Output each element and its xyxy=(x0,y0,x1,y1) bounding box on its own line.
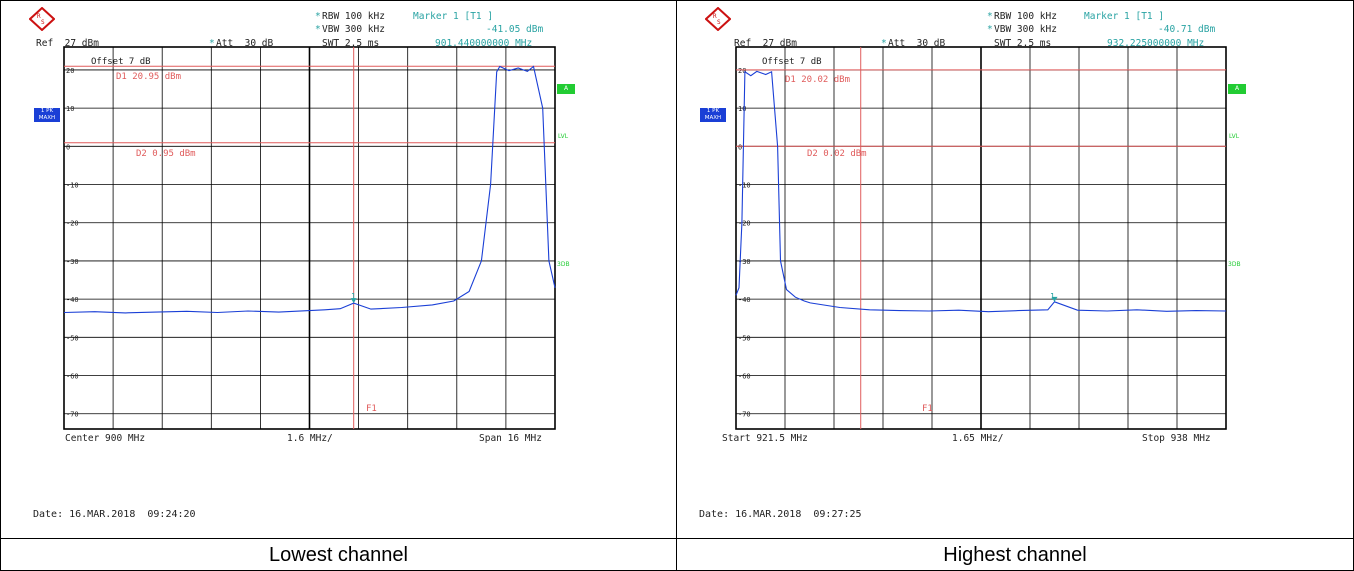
ref-level: Ref 27 dBm xyxy=(734,38,797,49)
y-tick-label: 20 xyxy=(66,67,74,75)
sweep-time: SWT 2.5 ms xyxy=(994,38,1052,49)
marker-number: 1 xyxy=(351,292,356,301)
y-tick-label: 0 xyxy=(66,143,70,151)
ref-level: Ref 27 dBm xyxy=(36,38,99,49)
vbw-star: * xyxy=(315,24,321,35)
y-tick-label: -40 xyxy=(66,296,79,304)
marker-1-triangle xyxy=(350,298,357,304)
side-indicator-a: A xyxy=(1228,84,1246,94)
attenuation: Att 30 dB xyxy=(216,38,274,49)
marker-title: Marker 1 [T1 ] xyxy=(413,11,494,22)
panel-divider xyxy=(676,0,677,571)
d1-label: D1 20.95 dBm xyxy=(116,72,181,82)
rbw-label: RBW 100 kHz xyxy=(322,11,385,22)
side-indicator-a: A xyxy=(557,84,575,94)
side-indicator-3db: 3DB xyxy=(557,261,570,268)
y-tick-label: -10 xyxy=(66,182,79,190)
y-tick-label: -10 xyxy=(738,182,751,190)
x-span-label: Span 16 MHz xyxy=(479,433,542,444)
y-tick-label: -30 xyxy=(738,258,751,266)
svg-text:R: R xyxy=(37,13,41,20)
marker-frequency: 901.440000000 MHz xyxy=(435,38,533,49)
y-tick-label: -50 xyxy=(738,334,751,342)
spectrum-trace xyxy=(63,65,556,314)
trace-mode-tag: 1 PK MAXH xyxy=(34,108,60,122)
att-star: * xyxy=(881,38,887,49)
measurement-date: Date: 16.MAR.2018 09:27:25 xyxy=(699,509,862,520)
f1-label: F1 xyxy=(366,404,377,414)
x-start-label: Start 921.5 MHz xyxy=(722,433,808,444)
offset-label: Offset 7 dB xyxy=(762,57,822,67)
vbw-label: VBW 300 kHz xyxy=(994,24,1057,35)
marker-frequency: 932.225000000 MHz xyxy=(1107,38,1205,49)
x-span-label: Stop 938 MHz xyxy=(1142,433,1211,444)
svg-text:S: S xyxy=(717,19,721,26)
d2-label: D2 0.95 dBm xyxy=(136,149,196,159)
y-tick-label: 10 xyxy=(66,105,74,113)
trace-mode-tag: 1 PK MAXH xyxy=(700,108,726,122)
marker-title: Marker 1 [T1 ] xyxy=(1084,11,1165,22)
spectrum-chart-right: 20 10 0 -10 -20 -30 -40 -50 -60 -70 Offset 7 dB D… xyxy=(722,46,1227,444)
marker-1-triangle xyxy=(1051,296,1058,302)
att-star: * xyxy=(209,38,215,49)
side-indicator-lvl: LVL xyxy=(558,133,569,140)
y-tick-label: -60 xyxy=(66,373,79,381)
y-tick-label: 10 xyxy=(738,105,746,113)
vbw-star: * xyxy=(987,24,993,35)
y-tick-label: -40 xyxy=(738,296,751,304)
svg-text:S: S xyxy=(41,19,45,26)
y-tick-label: 0 xyxy=(738,143,742,151)
spectrum-chart-left: 20 10 0 -10 -20 -30 -40 -50 -60 -70 Offset 7 dB D… xyxy=(63,46,556,444)
caption-left: Lowest channel xyxy=(1,538,676,571)
marker-level: -41.05 dBm xyxy=(486,24,544,35)
d2-label: D2 0.02 dBm xyxy=(807,149,867,159)
x-division-label: 1.6 MHz/ xyxy=(287,433,333,444)
y-tick-label: -30 xyxy=(66,258,79,266)
y-tick-label: -50 xyxy=(66,334,79,342)
offset-label: Offset 7 dB xyxy=(91,57,151,67)
y-tick-label: -60 xyxy=(738,373,751,381)
y-tick-label: -70 xyxy=(66,411,79,419)
svg-text:R: R xyxy=(713,13,717,20)
vbw-label: VBW 300 kHz xyxy=(322,24,385,35)
spectrum-trace xyxy=(735,70,1227,313)
marker-number: 1 xyxy=(1050,292,1055,301)
y-tick-label: -70 xyxy=(738,411,751,419)
rbw-star: * xyxy=(315,11,321,22)
plot-frame xyxy=(735,46,1227,430)
attenuation: Att 30 dB xyxy=(888,38,946,49)
marker-level: -40.71 dBm xyxy=(1158,24,1216,35)
plot-frame xyxy=(63,46,556,430)
rbw-label: RBW 100 kHz xyxy=(994,11,1057,22)
side-indicator-lvl: LVL xyxy=(1229,133,1240,140)
measurement-date: Date: 16.MAR.2018 09:24:20 xyxy=(33,509,196,520)
rbw-star: * xyxy=(987,11,993,22)
caption-right: Highest channel xyxy=(677,538,1353,571)
side-indicator-3db: 3DB xyxy=(1228,261,1241,268)
sweep-time: SWT 2.5 ms xyxy=(322,38,380,49)
y-tick-label: 20 xyxy=(738,67,746,75)
d1-label: D1 20.02 dBm xyxy=(785,75,850,85)
f1-label: F1 xyxy=(922,404,933,414)
y-tick-label: -20 xyxy=(66,220,79,228)
x-start-label: Center 900 MHz xyxy=(65,433,145,444)
y-tick-label: -20 xyxy=(738,220,751,228)
x-division-label: 1.65 MHz/ xyxy=(952,433,1003,444)
